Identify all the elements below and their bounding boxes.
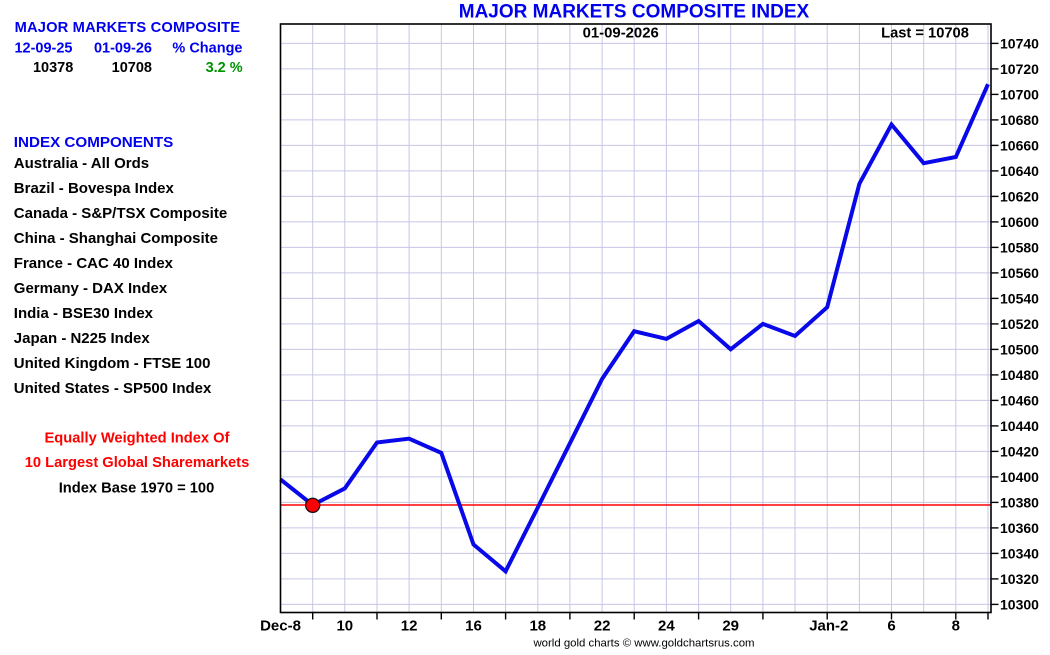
svg-text:Germany - DAX Index: Germany - DAX Index — [14, 280, 168, 297]
svg-text:8: 8 — [952, 618, 960, 635]
svg-text:29: 29 — [722, 618, 739, 635]
svg-text:10460: 10460 — [1000, 392, 1039, 408]
svg-text:10378: 10378 — [33, 60, 73, 76]
svg-text:24: 24 — [658, 618, 675, 635]
svg-text:10660: 10660 — [1000, 137, 1039, 153]
svg-text:10520: 10520 — [1000, 316, 1039, 332]
svg-text:% Change: % Change — [172, 41, 242, 57]
svg-text:United States - SP500 Index: United States - SP500 Index — [14, 380, 212, 397]
svg-text:10320: 10320 — [1000, 571, 1039, 587]
svg-text:10720: 10720 — [1000, 61, 1039, 77]
svg-text:Brazil - Bovespa Index: Brazil - Bovespa Index — [14, 180, 175, 197]
svg-text:10300: 10300 — [1000, 596, 1039, 612]
svg-text:10740: 10740 — [1000, 35, 1039, 51]
svg-text:10500: 10500 — [1000, 341, 1039, 357]
svg-text:10340: 10340 — [1000, 545, 1039, 561]
svg-text:10 Largest Global Sharemarkets: 10 Largest Global Sharemarkets — [25, 455, 250, 471]
svg-text:Canada - S&P/TSX Composite: Canada - S&P/TSX Composite — [14, 205, 227, 222]
svg-text:10600: 10600 — [1000, 214, 1039, 230]
svg-text:Japan - N225 Index: Japan - N225 Index — [14, 330, 151, 347]
svg-text:France - CAC 40 Index: France - CAC 40 Index — [14, 255, 174, 272]
svg-text:10480: 10480 — [1000, 367, 1039, 383]
svg-text:22: 22 — [594, 618, 611, 635]
svg-text:world gold charts © www.goldch: world gold charts © www.goldchartsrus.co… — [532, 637, 754, 649]
svg-text:10440: 10440 — [1000, 418, 1039, 434]
svg-text:Dec-8: Dec-8 — [260, 618, 301, 635]
svg-text:10708: 10708 — [112, 60, 152, 76]
svg-text:12: 12 — [401, 618, 418, 635]
svg-text:01-09-2026: 01-09-2026 — [583, 26, 659, 42]
svg-text:12-09-25: 12-09-25 — [14, 41, 72, 57]
svg-text:MAJOR MARKETS COMPOSITE INDEX: MAJOR MARKETS COMPOSITE INDEX — [459, 2, 810, 23]
svg-text:10400: 10400 — [1000, 469, 1039, 485]
svg-text:10540: 10540 — [1000, 290, 1039, 306]
svg-text:10560: 10560 — [1000, 265, 1039, 281]
svg-text:10580: 10580 — [1000, 239, 1039, 255]
svg-text:01-09-26: 01-09-26 — [94, 41, 152, 57]
svg-text:INDEX COMPONENTS: INDEX COMPONENTS — [14, 134, 173, 151]
svg-text:MAJOR MARKETS COMPOSITE: MAJOR MARKETS COMPOSITE — [15, 20, 241, 36]
svg-text:10620: 10620 — [1000, 188, 1039, 204]
svg-text:Equally Weighted Index Of: Equally Weighted Index Of — [45, 431, 230, 447]
svg-text:Index Base 1970 = 100: Index Base 1970 = 100 — [59, 481, 215, 497]
svg-text:Last = 10708: Last = 10708 — [881, 26, 969, 42]
svg-text:India - BSE30 Index: India - BSE30 Index — [14, 305, 154, 322]
svg-text:6: 6 — [887, 618, 895, 635]
svg-text:3.2 %: 3.2 % — [206, 60, 243, 76]
svg-text:16: 16 — [465, 618, 482, 635]
svg-text:10640: 10640 — [1000, 163, 1039, 179]
svg-text:Australia - All Ords: Australia - All Ords — [14, 155, 149, 172]
svg-text:10380: 10380 — [1000, 494, 1039, 510]
svg-text:10700: 10700 — [1000, 86, 1039, 102]
svg-text:18: 18 — [529, 618, 546, 635]
svg-text:10420: 10420 — [1000, 443, 1039, 459]
svg-text:10360: 10360 — [1000, 520, 1039, 536]
svg-text:China - Shanghai Composite: China - Shanghai Composite — [14, 230, 218, 247]
svg-text:10680: 10680 — [1000, 112, 1039, 128]
svg-text:United Kingdom - FTSE 100: United Kingdom - FTSE 100 — [14, 355, 211, 372]
svg-text:Jan-2: Jan-2 — [809, 618, 848, 635]
svg-text:10: 10 — [336, 618, 353, 635]
